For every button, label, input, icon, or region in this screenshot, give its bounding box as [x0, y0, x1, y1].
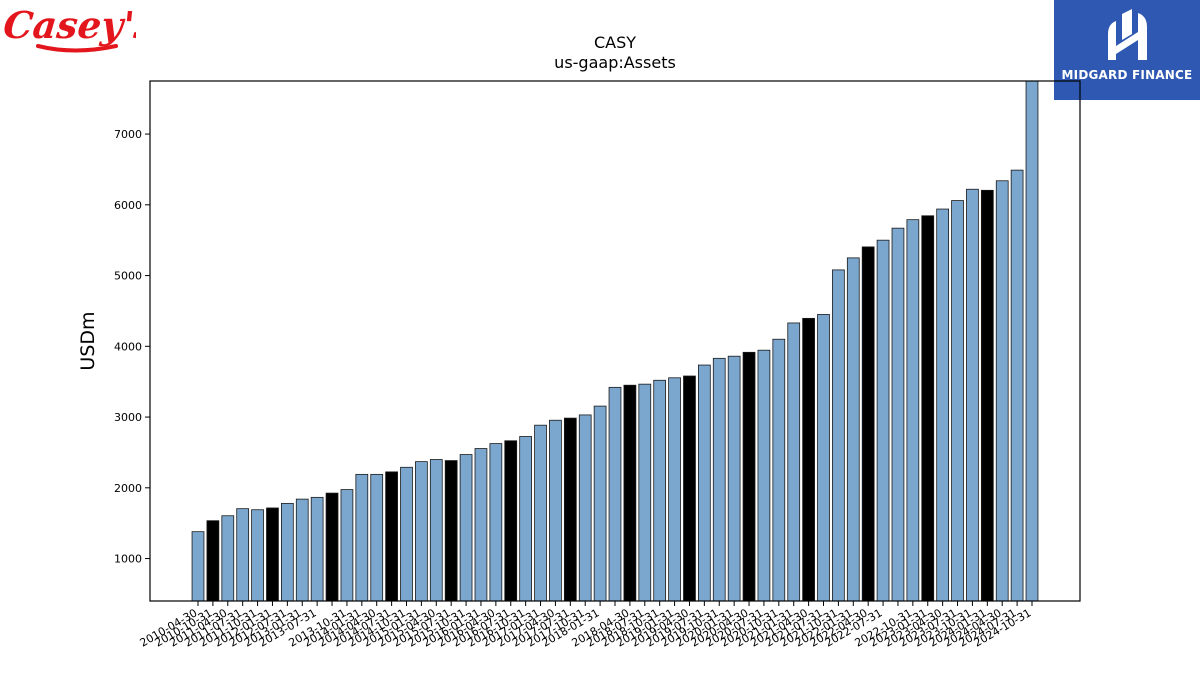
y-tick-label: 6000 — [114, 199, 142, 212]
bar — [742, 351, 756, 602]
bar — [474, 448, 488, 602]
y-tick-label: 7000 — [114, 128, 142, 141]
bar — [563, 417, 577, 602]
bar — [429, 459, 443, 602]
caseys-logo: Casey's — [4, 3, 136, 53]
bar — [1025, 80, 1039, 602]
bar — [578, 414, 592, 602]
bar — [400, 466, 413, 602]
bar — [787, 322, 801, 602]
bar — [876, 239, 890, 602]
bar — [251, 509, 264, 602]
bar — [385, 471, 398, 602]
bar — [191, 531, 205, 602]
bar — [861, 246, 875, 602]
y-axis-label: USDm — [77, 311, 99, 370]
plot-area-frame — [149, 80, 1081, 602]
bar — [504, 440, 518, 602]
bar — [623, 384, 637, 602]
bar — [906, 219, 920, 602]
bar — [489, 443, 503, 602]
bar — [891, 227, 905, 602]
svg-text:Casey's: Casey's — [4, 3, 136, 47]
midgard-finance-logo: MIDGARD FINANCE — [1054, 0, 1200, 100]
bar — [370, 473, 384, 602]
bar — [668, 377, 681, 602]
bar — [727, 355, 741, 602]
bar — [444, 460, 458, 602]
bar — [698, 364, 711, 602]
bar — [638, 383, 652, 602]
bar — [1010, 169, 1024, 602]
bar — [980, 189, 994, 602]
bar — [206, 520, 220, 602]
bar — [280, 502, 294, 602]
bar — [593, 405, 607, 602]
bar — [921, 215, 935, 602]
bar — [549, 419, 562, 602]
bar — [757, 349, 771, 602]
bar — [266, 507, 279, 602]
bar — [966, 188, 979, 602]
y-tick-label: 5000 — [114, 270, 142, 283]
bar — [817, 314, 830, 602]
bar — [936, 208, 950, 602]
chart-subtitle: us-gaap:Assets — [554, 53, 676, 72]
bar — [340, 489, 354, 602]
bar — [846, 257, 860, 602]
bar — [325, 492, 339, 602]
bar — [802, 317, 815, 602]
y-tick-label: 4000 — [114, 340, 142, 353]
y-tick-label: 2000 — [114, 482, 142, 495]
bar — [534, 424, 547, 602]
bar — [995, 180, 1009, 602]
midgard-emblem-icon — [1108, 9, 1147, 60]
y-tick-label: 3000 — [114, 411, 142, 424]
bar — [712, 357, 726, 602]
bar — [653, 379, 667, 602]
bar — [832, 269, 845, 602]
bar — [459, 454, 473, 602]
bar — [951, 200, 964, 602]
midgard-finance-name: MIDGARD FINANCE — [1061, 68, 1193, 82]
bar — [310, 496, 324, 602]
bar — [415, 461, 428, 602]
bar — [295, 498, 309, 602]
chart-title: CASY — [594, 33, 636, 52]
y-tick-label: 1000 — [114, 553, 142, 566]
bar — [221, 515, 235, 602]
bar — [683, 375, 696, 602]
bar — [355, 473, 369, 602]
bar — [608, 386, 622, 602]
bar — [772, 338, 786, 602]
bar — [519, 436, 533, 602]
bar — [236, 508, 250, 602]
